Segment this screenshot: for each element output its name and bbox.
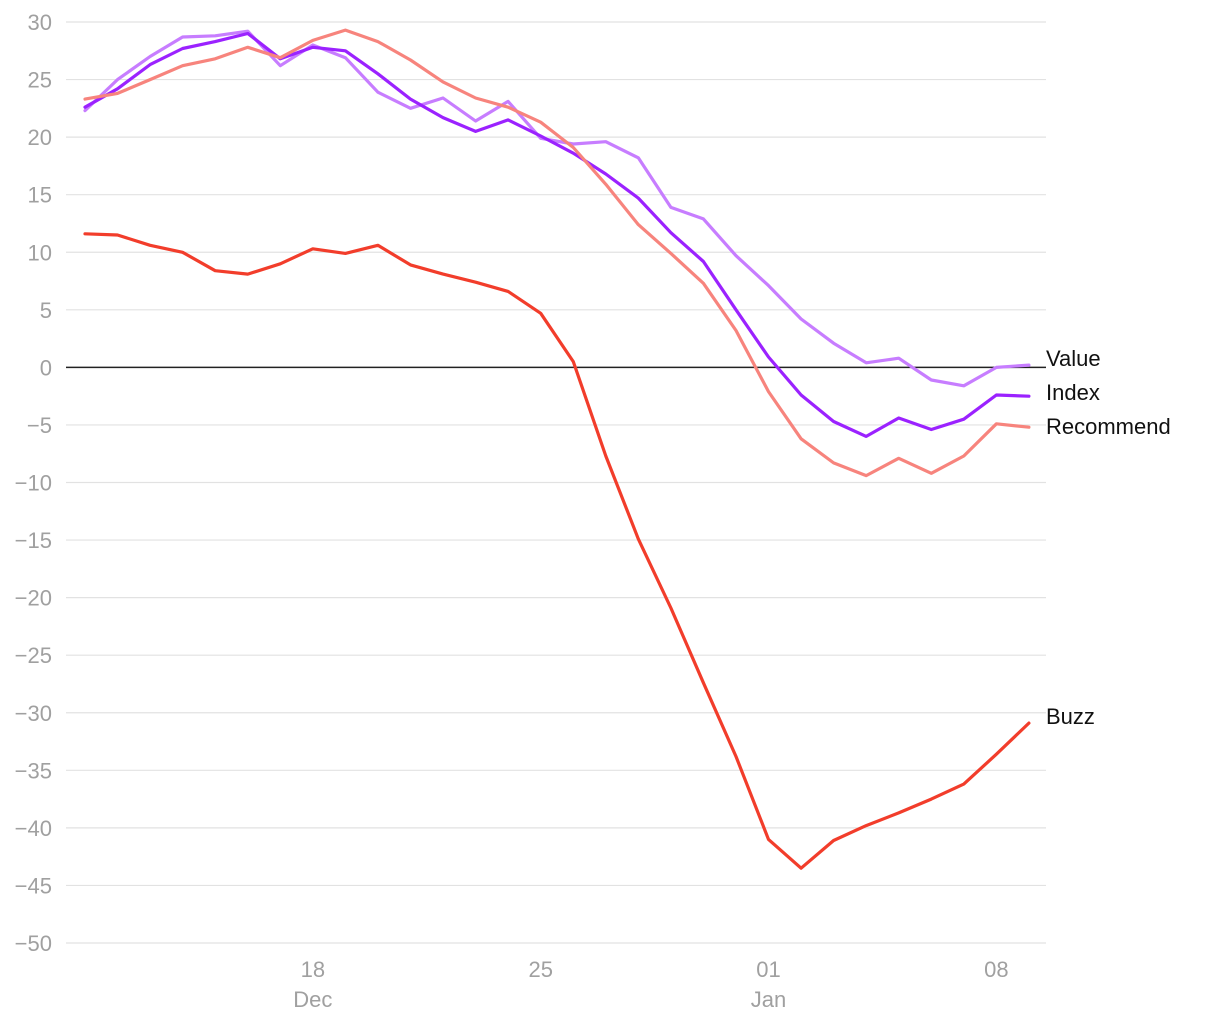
y-tick-label: −25 xyxy=(15,643,52,668)
y-tick-label: −20 xyxy=(15,586,52,611)
x-axis-tick-labels: 18 Dec 25 01 Jan 08 xyxy=(293,957,1008,1012)
y-tick-label: −35 xyxy=(15,758,52,783)
series-line-index xyxy=(83,31,1031,438)
y-tick-label: −30 xyxy=(15,701,52,726)
y-tick-label: 30 xyxy=(28,10,52,35)
series-label-value: Value xyxy=(1046,346,1101,371)
series-line-recommend xyxy=(83,28,1031,478)
x-tick-sublabel: Dec xyxy=(293,987,332,1012)
x-tick-sublabel: Jan xyxy=(751,987,786,1012)
series-end-labels: Value Index Recommend Buzz xyxy=(1046,346,1171,729)
series-lines xyxy=(83,28,1031,870)
y-tick-label: −50 xyxy=(15,931,52,956)
y-tick-label: −10 xyxy=(15,471,52,496)
series-label-recommend: Recommend xyxy=(1046,414,1171,439)
gridlines xyxy=(66,21,1046,944)
y-tick-label: −15 xyxy=(15,528,52,553)
series-line-value xyxy=(83,29,1031,388)
x-tick-label: 25 xyxy=(528,957,552,982)
x-tick-label: 18 xyxy=(301,957,325,982)
series-line-buzz xyxy=(83,232,1031,870)
y-tick-label: −40 xyxy=(15,816,52,841)
y-tick-label: 25 xyxy=(28,68,52,93)
series-label-index: Index xyxy=(1046,380,1100,405)
y-tick-label: 10 xyxy=(28,240,52,265)
y-tick-label: 20 xyxy=(28,125,52,150)
y-tick-label: −5 xyxy=(27,413,52,438)
x-tick-label: 01 xyxy=(756,957,780,982)
y-tick-label: 0 xyxy=(40,355,52,380)
x-tick-label: 08 xyxy=(984,957,1008,982)
y-tick-label: 5 xyxy=(40,298,52,323)
series-label-buzz: Buzz xyxy=(1046,704,1095,729)
y-tick-label: 15 xyxy=(28,183,52,208)
y-axis-tick-labels: 30 25 20 15 10 5 0 −5 −10 −15 −20 −25 −30 −35 −40 −45 −5… xyxy=(15,10,52,956)
y-tick-label: −45 xyxy=(15,873,52,898)
